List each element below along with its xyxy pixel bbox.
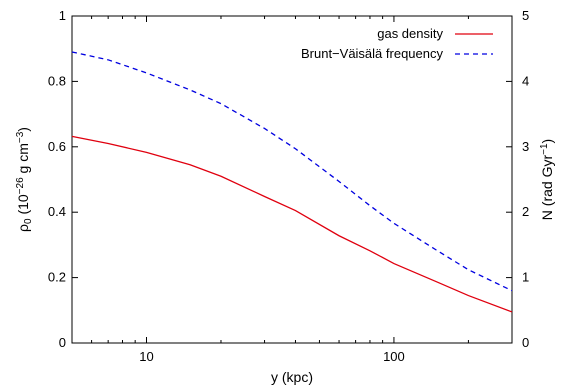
plot-frame (71, 15, 513, 344)
left-y-axis-title-subscript: 0 (23, 218, 34, 224)
right-y-tick-label: 4 (522, 73, 529, 88)
left-y-tick-label: 0.6 (48, 139, 66, 154)
brunt-vaisala-frequency-line (71, 51, 513, 292)
right-y-axis-title-end: ) (539, 139, 555, 144)
axes (71, 15, 513, 344)
left-y-axis-title: ρ0 (10−26 g cm−3) (15, 127, 34, 232)
right-y-axis-title-exponent: −1 (539, 143, 550, 155)
right-y-axis-title-main: N (rad Gyr (539, 155, 555, 221)
left-y-tick-label: 0.8 (48, 73, 66, 88)
x-tick-label: 100 (383, 349, 405, 364)
right-y-axis-title: N (rad Gyr−1) (539, 139, 555, 220)
series-lines (71, 51, 513, 313)
left-y-tick-label: 1 (59, 8, 66, 23)
left-y-axis-title-end: ) (15, 127, 31, 132)
legend-label: Brunt−Väisälä frequency (301, 46, 444, 61)
left-y-axis-title-prefix: (10 (15, 194, 31, 218)
left-y-axis-title-unit-exponent: −3 (15, 131, 26, 143)
left-y-tick-label: 0.2 (48, 270, 66, 285)
x-axis-title: y (kpc) (271, 369, 313, 385)
legend-label: gas density (377, 26, 443, 41)
right-y-tick-label: 5 (522, 8, 529, 23)
right-y-tick-label: 0 (522, 335, 529, 350)
right-y-tick-label: 1 (522, 270, 529, 285)
right-y-tick-label: 3 (522, 139, 529, 154)
gas-density-line (71, 135, 513, 313)
right-y-tick-label: 2 (522, 204, 529, 219)
legend: gas density Brunt−Väisälä frequency (301, 26, 493, 61)
left-y-tick-label: 0 (59, 335, 66, 350)
x-tick-label: 10 (139, 349, 153, 364)
left-y-axis-title-exponent: −26 (15, 177, 26, 194)
left-y-tick-label: 0.4 (48, 204, 66, 219)
left-y-axis-title-symbol: ρ (15, 224, 31, 232)
left-y-axis-title-unit: g cm (15, 143, 31, 177)
